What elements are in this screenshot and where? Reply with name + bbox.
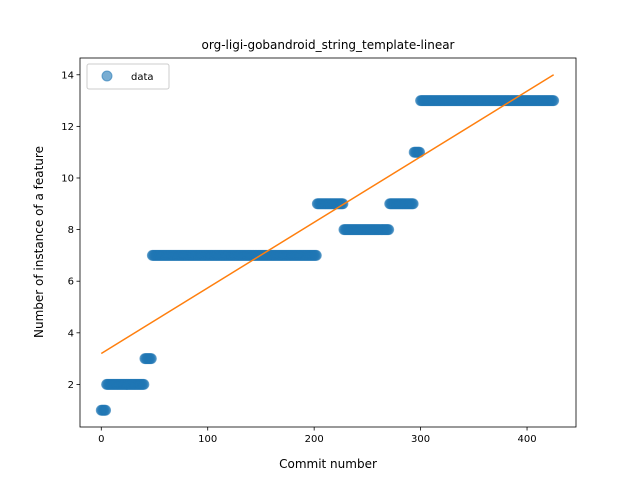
x-tick-label: 200 — [305, 434, 324, 445]
x-tick-label: 100 — [198, 434, 217, 445]
marks — [95, 74, 560, 416]
data-point — [145, 353, 157, 365]
data-point — [100, 404, 112, 416]
y-tick-label: 4 — [68, 328, 74, 339]
data-point — [310, 249, 322, 261]
fit-line — [100, 74, 555, 355]
data-point — [138, 378, 150, 390]
x-axis-label: Commit number — [279, 457, 377, 471]
legend-frame — [86, 63, 170, 90]
legend-marker-data — [101, 70, 113, 82]
y-axis-label: Number of instance of a feature — [32, 146, 46, 338]
y-tick-label: 10 — [61, 173, 74, 184]
y-tick-label: 12 — [61, 122, 74, 133]
y-tick-label: 2 — [68, 380, 74, 391]
legend-label-data: data — [131, 72, 154, 83]
legend: data — [86, 63, 170, 90]
data-point — [383, 224, 395, 236]
y-tick-label: 6 — [68, 277, 74, 288]
x-tick-label: 0 — [98, 434, 104, 445]
axes-frame — [79, 57, 577, 428]
x-tick-label: 300 — [411, 434, 430, 445]
y-tick-label: 8 — [68, 225, 74, 236]
data-point — [407, 198, 419, 210]
x-tick-label: 400 — [517, 434, 536, 445]
axes: 0 100 200 300 400 2 4 6 8 10 12 14 — [61, 57, 577, 445]
y-tick-label: 14 — [61, 70, 74, 81]
chart-title: org-ligi-gobandroid_string_template-line… — [202, 38, 455, 52]
data-point — [548, 95, 560, 107]
